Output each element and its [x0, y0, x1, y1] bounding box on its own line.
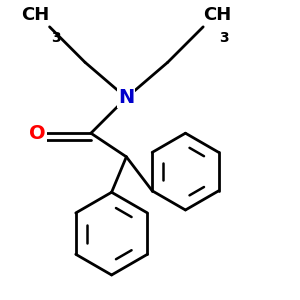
Text: CH: CH	[203, 6, 231, 24]
Text: O: O	[29, 124, 46, 143]
Text: CH: CH	[21, 6, 50, 24]
Text: 3: 3	[51, 31, 61, 45]
Text: 3: 3	[219, 31, 229, 45]
Text: N: N	[118, 88, 134, 107]
